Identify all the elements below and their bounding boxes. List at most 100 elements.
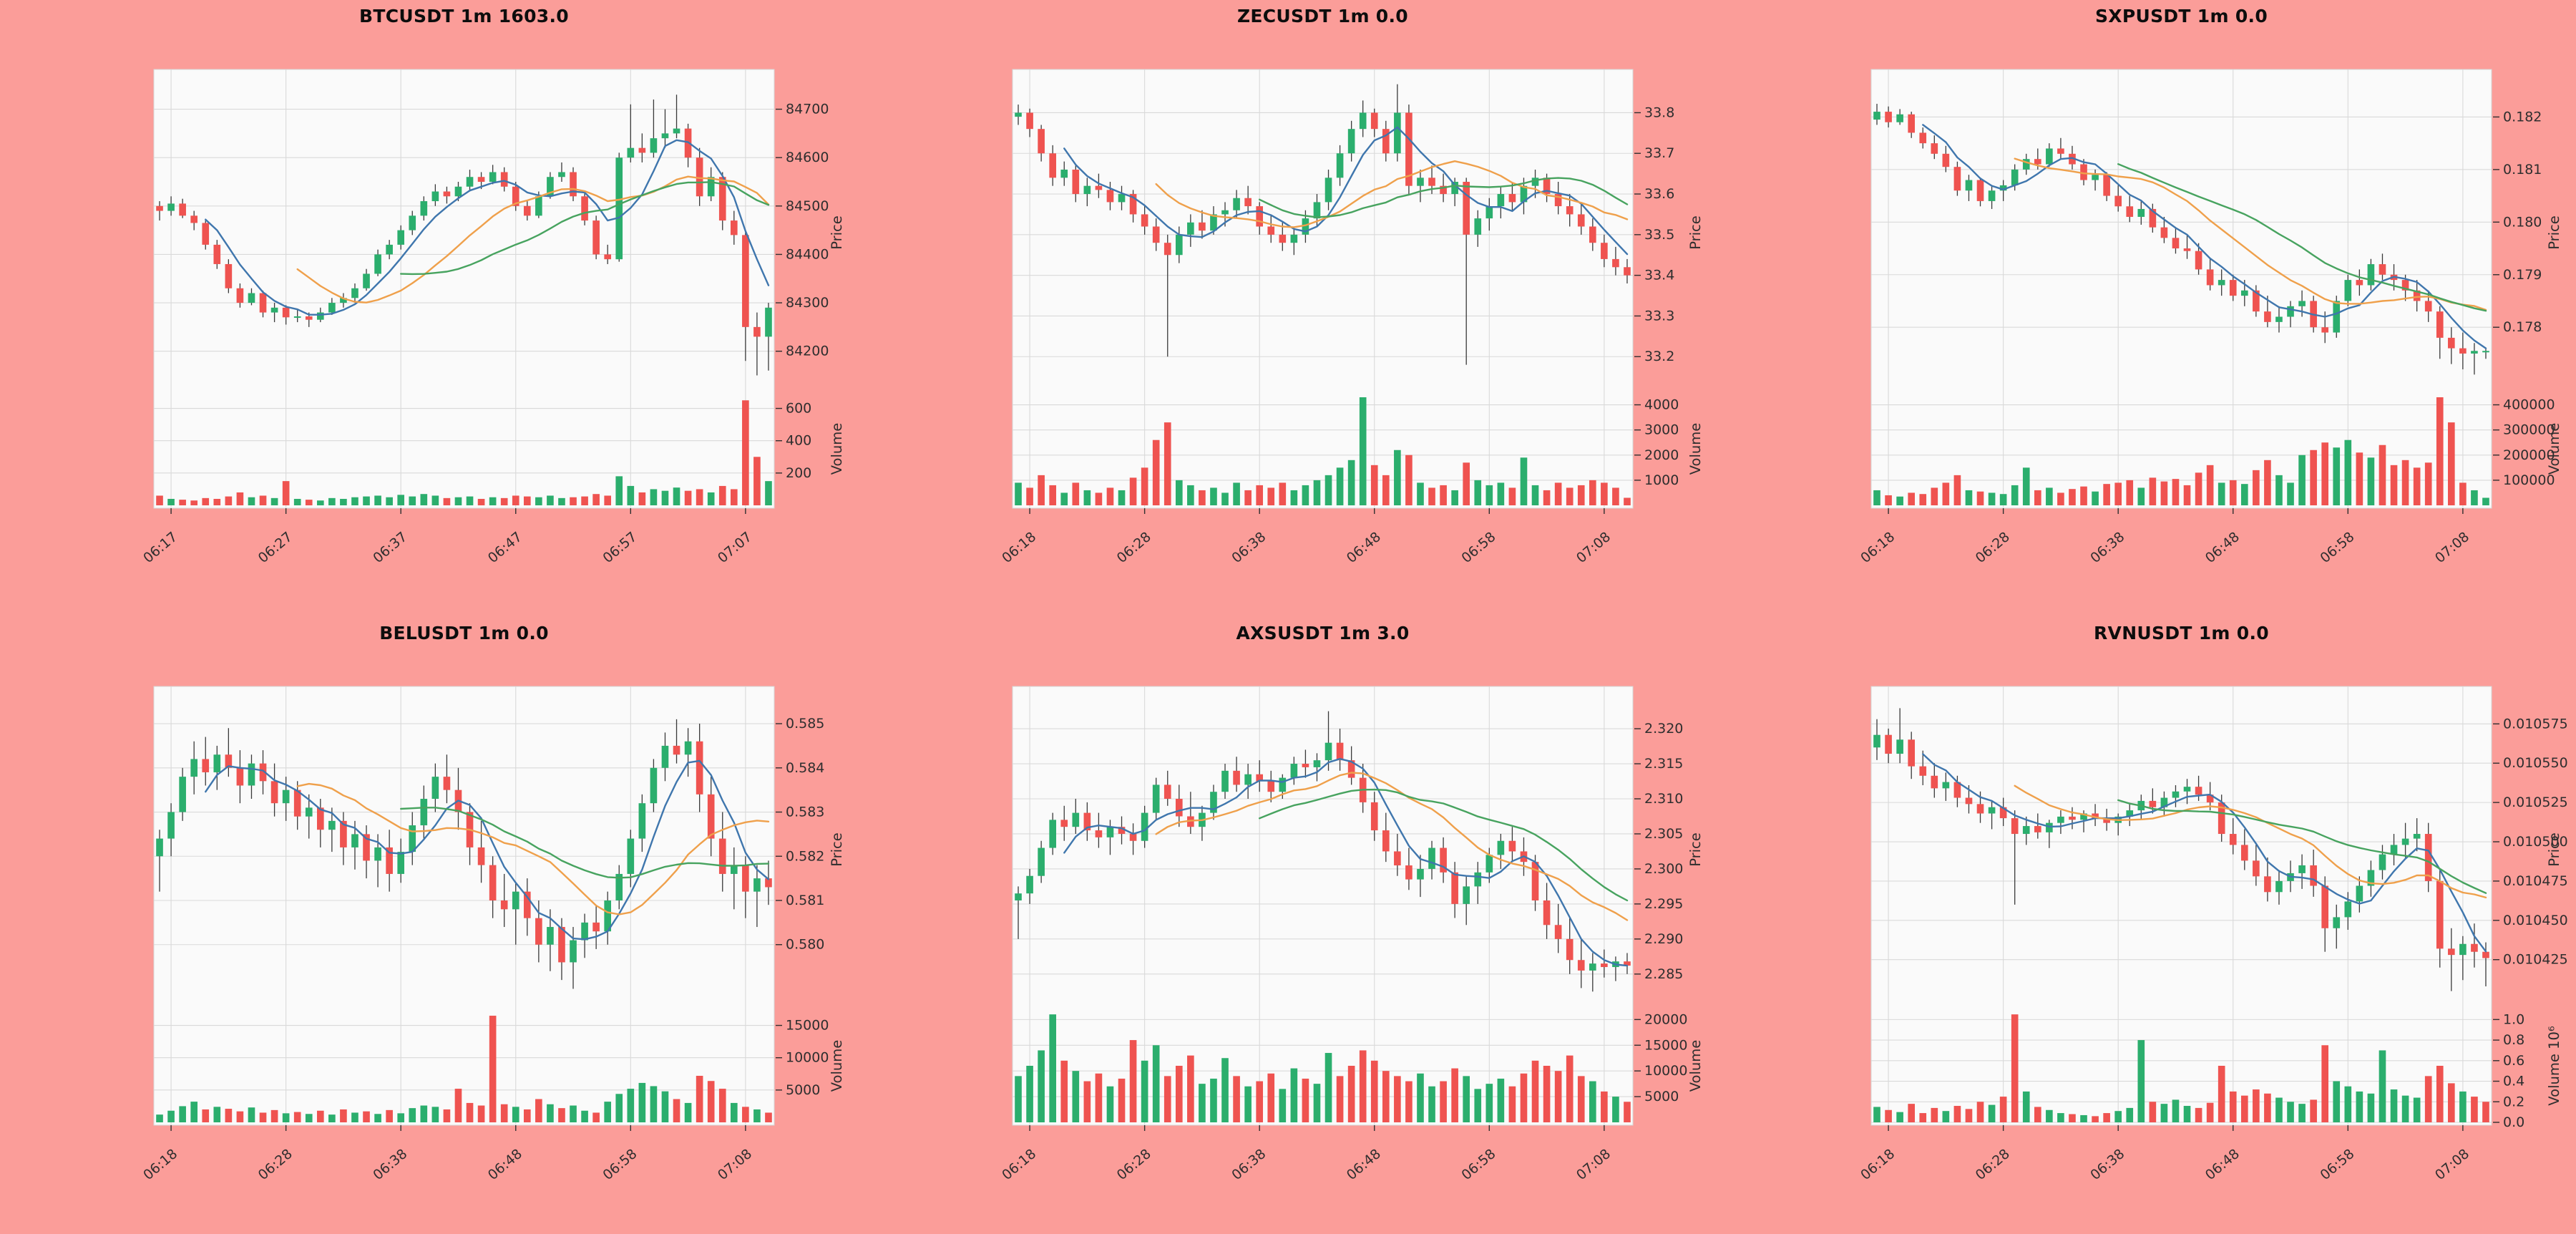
candle (2103, 172, 2110, 201)
candle (2057, 137, 2064, 160)
candle (1118, 185, 1126, 210)
candle (684, 728, 692, 777)
volume-bar (1279, 482, 1287, 505)
volume-bar (2080, 486, 2087, 505)
volume-bar (1175, 1066, 1183, 1122)
volume-bar (2022, 1091, 2030, 1122)
candle (2424, 822, 2432, 893)
candlestick-chart-svg: 0.178 0.179 0.180 0.181 0.182 100000 200000 300… (1858, 69, 2562, 566)
volume-bar (270, 497, 278, 505)
candle (409, 812, 416, 865)
volume-bar (2471, 1097, 2478, 1122)
time-tick-label: 07:08 (2432, 529, 2472, 566)
volume-bar (650, 1086, 658, 1122)
time-tick-label: 06:58 (2317, 529, 2357, 566)
volume-bar (282, 1113, 290, 1122)
price-axis-label: Price (2546, 215, 2562, 250)
candle (248, 288, 255, 306)
volume-bar (1624, 497, 1631, 505)
candle (2172, 227, 2180, 254)
volume-bar (2011, 485, 2019, 505)
candle (431, 763, 439, 812)
volume-tick-label: 15000 (786, 1018, 829, 1034)
volume-bar (2447, 422, 2455, 505)
candle (1463, 178, 1470, 365)
candle (1896, 109, 1903, 125)
volume-bar (1931, 1107, 1938, 1122)
volume-bar (1508, 487, 1516, 505)
volume-bar (581, 496, 588, 505)
volume-bar (236, 492, 244, 505)
candle (627, 104, 635, 162)
price-tick-label: 0.010500 (2503, 834, 2568, 850)
volume-bar (2114, 1111, 2122, 1122)
candles (156, 94, 772, 376)
volume-bar (466, 496, 474, 505)
volume-bar (500, 497, 508, 505)
volume-axis-label: Volume (829, 1040, 845, 1092)
price-tick-label: 2.320 (1644, 721, 1683, 737)
price-axis: 2.285 2.290 2.295 2.300 2.305 2.310 2.315 2.320… (1029, 721, 1687, 1131)
candle (547, 909, 554, 971)
volume-bar (2206, 465, 2214, 505)
volume-bars (1873, 397, 2489, 505)
price-tick-label: 0.583 (786, 805, 824, 820)
volume-bar (1313, 480, 1321, 505)
volume-bar (1302, 1078, 1309, 1122)
candle (293, 781, 301, 830)
volume-bar (454, 1089, 462, 1122)
candle (1942, 145, 1950, 173)
candle (2264, 857, 2271, 902)
price-tick-label: 0.585 (786, 716, 824, 732)
volume-bar (2253, 1089, 2260, 1122)
candle (340, 293, 347, 308)
volume-bar (489, 1016, 497, 1122)
volume-bar (684, 490, 692, 505)
volume-bar (2240, 1095, 2248, 1122)
volume-bar (328, 497, 336, 505)
candle (1152, 777, 1160, 820)
plot-area (1012, 69, 1634, 509)
volume-bar (1873, 1107, 1880, 1122)
volume-bar (1988, 492, 1996, 505)
price-axis: 84200 84300 84400 84500 84600 84700 200 400 600 (170, 102, 829, 514)
candle (1347, 120, 1355, 162)
volume-bar (1313, 1084, 1321, 1122)
candle (1577, 202, 1585, 235)
volume-bar (374, 495, 381, 505)
candle (1543, 883, 1551, 939)
volume-bar (558, 497, 565, 505)
candle (2379, 845, 2386, 880)
candle (1988, 800, 1996, 830)
candle (386, 240, 393, 260)
volume-bar (1095, 492, 1103, 505)
time-tick-label: 06:48 (1344, 1146, 1384, 1183)
candle (2195, 775, 2202, 801)
volume-bar (1382, 1071, 1390, 1122)
candle (225, 728, 233, 777)
volume-tick-label: 0.2 (2503, 1094, 2524, 1109)
volume-bar (1106, 487, 1114, 505)
volume-bar (156, 495, 163, 505)
volume-bar (2471, 490, 2478, 505)
volume-bar (2253, 470, 2260, 505)
candle (1554, 182, 1562, 215)
candle (696, 147, 703, 206)
volume-bar (1256, 1081, 1264, 1122)
time-tick-label: 07:08 (2432, 1146, 2472, 1183)
candle (673, 719, 680, 764)
volume-bar (293, 1112, 301, 1122)
candle (1290, 226, 1298, 256)
candle (2436, 870, 2444, 968)
volume-tick-label: 200 (786, 465, 811, 481)
volume-bar (2482, 1102, 2489, 1122)
candle (1497, 833, 1505, 869)
volume-bar (1463, 1076, 1470, 1122)
candle (1417, 855, 1424, 898)
candle (742, 230, 749, 361)
candle (570, 167, 577, 202)
volume-bar (1210, 487, 1217, 505)
volume-bar (259, 495, 267, 505)
plot-area (1012, 686, 1634, 1126)
